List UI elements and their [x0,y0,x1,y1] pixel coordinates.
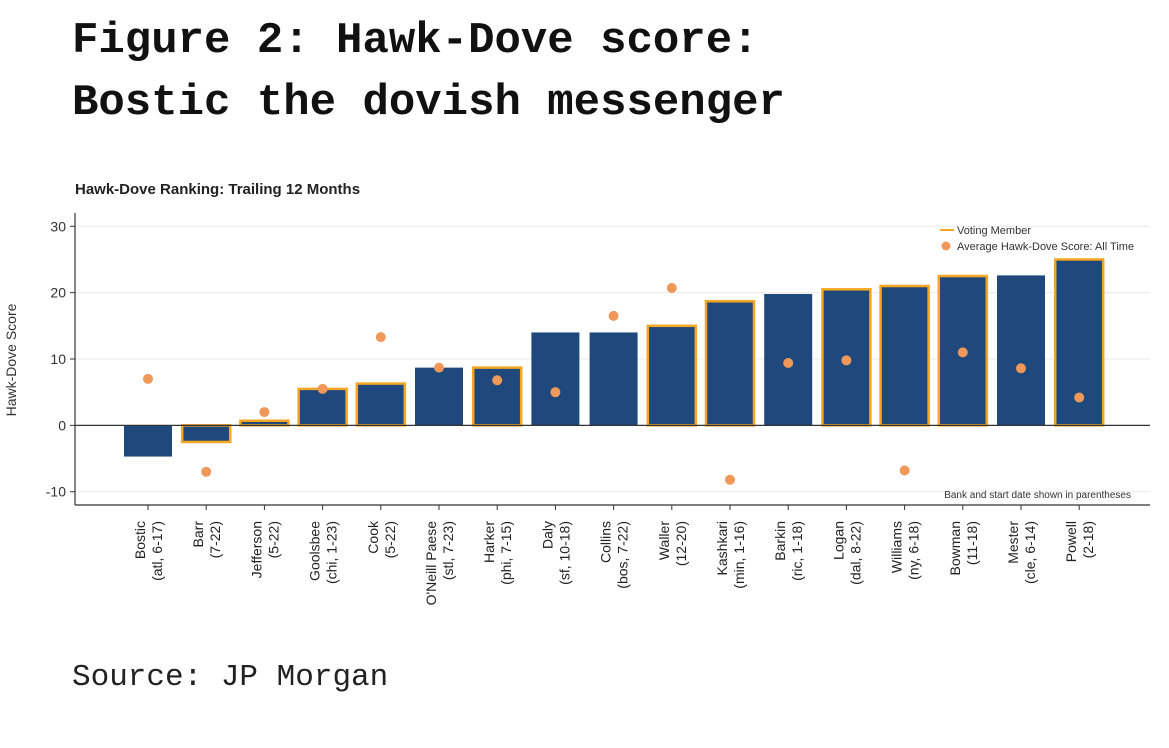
bar-waller [646,324,698,427]
legend: Voting Member Average Hawk-Dove Score: A… [940,225,1134,253]
average-dot-logan [841,355,852,366]
x-label-detail-bostic: (atl, 6-17) [149,521,165,581]
source-note: Source: JP Morgan [72,660,389,695]
average-dot-powell [1074,392,1085,403]
x-label-mester: Mester [1005,521,1021,564]
x-label-waller: Waller [656,521,672,560]
x-label-goolsbee: Goolsbee [307,521,323,581]
average-dot-daly [550,387,561,398]
x-label-kashkari: Kashkari [714,521,730,575]
bar-jefferson [239,419,290,427]
bar-kashkari [704,300,756,427]
figure-title-line-2: Bostic the dovish messenger [72,78,785,128]
average-dot-waller [666,282,677,293]
x-label-harker: Harker [481,521,497,563]
average-dot-cook [375,332,386,343]
x-label-detail-mester: (cle, 6-14) [1022,521,1038,584]
x-label-powell: Powell [1063,521,1079,562]
average-dot-kashkari [725,474,735,485]
bar-o-neill-paese [415,367,463,426]
x-label-detail-kashkari: (min, 1-16) [731,521,747,589]
x-label-jefferson: Jefferson [248,521,264,578]
x-label-collins: Collins [598,521,614,563]
y-tick-label-2: 10 [50,351,66,367]
x-tick-labels: Bostic (atl, 6-17) Barr (7-22) Jefferson (5-2… [132,505,1096,605]
y-tick-label-1: 0 [58,417,66,433]
average-dot-o-neill-paese [434,362,444,373]
x-label-detail-collins: (bos, 7-22) [615,521,631,589]
bar-collins [589,332,638,426]
x-label-detail-barkin: (ric, 1-18) [789,521,805,581]
x-label-bostic: Bostic [132,521,148,559]
x-label-detail-cook: (5-22) [382,521,398,558]
figure-title-line-1: Figure 2: Hawk-Dove score: [72,16,759,66]
average-dot-bowman [957,347,968,358]
x-label-detail-williams: (ny, 6-18) [906,521,922,580]
y-axis-label: Hawk-Dove Score [3,303,19,416]
x-label-detail-jefferson: (5-22) [265,521,281,558]
x-label-detail-goolsbee: (chi, 1-23) [324,521,340,584]
average-dot-goolsbee [317,383,328,394]
x-label-detail-daly: (sf, 10-18) [556,521,572,585]
figure-title: Figure 2: Hawk-Dove score: Bostic the do… [72,10,785,134]
y-tick-label-4: 30 [50,218,66,234]
x-label-cook: Cook [365,520,381,554]
chart-note: Bank and start date shown in parentheses [944,490,1131,501]
bar-mester [997,275,1045,426]
x-label-detail-o-neill-paese: (stl, 7-23) [440,521,456,580]
average-dot-jefferson [259,407,270,418]
y-tick-label-0: -10 [46,484,66,500]
y-tick-label-3: 20 [50,285,66,301]
legend-average-dot-swatch [941,241,951,251]
average-dot-bostic [143,373,153,384]
average-dots [143,282,1085,485]
x-label-detail-waller: (12-20) [673,521,689,566]
legend-voting-member-label: Voting Member [957,225,1031,237]
bar-cook [355,382,407,427]
average-dot-barkin [783,357,794,368]
x-label-detail-harker: (phi, 7-15) [498,521,514,585]
x-label-barr: Barr [190,521,206,548]
chart-title: Hawk-Dove Ranking: Trailing 12 Months [75,181,360,198]
bar-bostic [124,425,172,457]
bar-williams [879,284,930,427]
x-label-detail-logan: (dal, 8-22) [847,521,863,585]
axes: -10 0 10 20 30 [46,213,1150,506]
x-label-detail-barr: (7-22) [207,521,223,558]
x-label-daly: Daly [539,521,555,549]
average-dot-collins [608,310,619,321]
average-dot-mester [1016,363,1026,374]
bar-barr [180,424,232,444]
bar-daly [531,332,580,426]
bar-goolsbee [297,387,348,427]
average-dot-williams [899,465,910,476]
x-label-detail-bowman: (11-18) [964,521,980,565]
x-label-bowman: Bowman [947,521,963,575]
x-label-logan: Logan [830,521,846,560]
bars [124,258,1105,457]
average-dot-barr [201,466,212,477]
x-label-detail-powell: (2-18) [1080,521,1096,558]
hawk-dove-chart: Hawk-Dove Ranking: Trailing 12 Months Ha… [3,181,1150,605]
x-label-williams: Williams [889,521,905,573]
x-label-barkin: Barkin [772,521,788,561]
x-label-o-neill-paese: O'Neill Paese [423,521,439,606]
legend-average-label: Average Hawk-Dove Score: All Time [957,241,1134,253]
average-dot-harker [492,375,503,386]
